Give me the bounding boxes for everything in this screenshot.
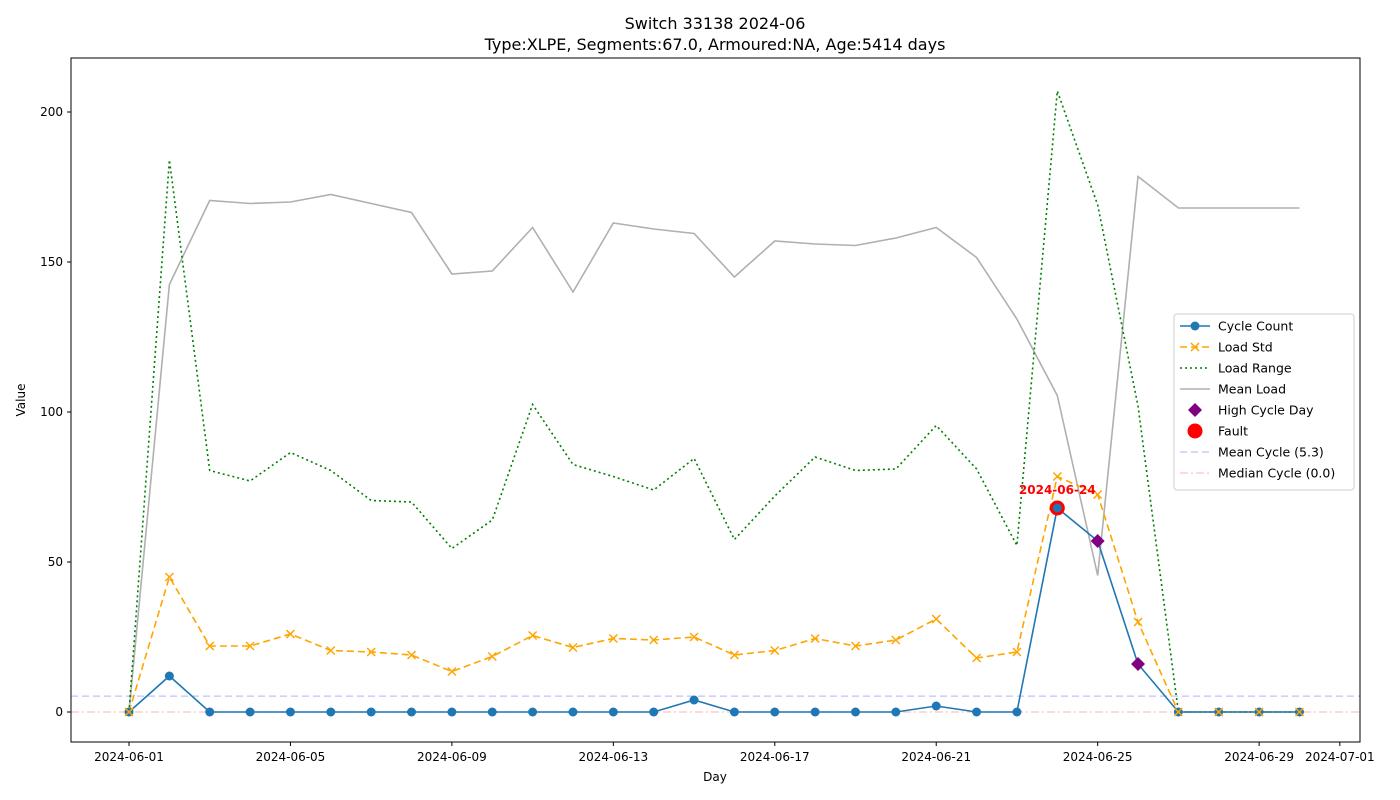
series-0-point-14 — [689, 695, 699, 705]
legend-entry-2: Load Range — [1180, 361, 1292, 376]
y-tick-label-0: 0 — [55, 705, 63, 719]
series-0-point-19 — [891, 707, 901, 717]
x-tick-label-2: 2024-06-09 — [417, 750, 487, 764]
series-line-0 — [128, 506, 1300, 713]
series-0-point-11 — [568, 707, 578, 717]
x-axis-label: Day — [703, 770, 727, 784]
series-0-point-1 — [164, 671, 174, 681]
high-cycle-marker-0 — [1090, 534, 1105, 548]
x-tick-label-5: 2024-06-21 — [901, 750, 971, 764]
series-line-1 — [128, 475, 1300, 713]
series-0-point-9 — [487, 707, 497, 717]
fault-overlay-point-0 — [1052, 503, 1062, 513]
legend-label-0: Cycle Count — [1218, 319, 1293, 334]
series-0-point-21 — [972, 707, 982, 717]
series-1-point-5 — [326, 645, 336, 656]
axes: 0 50 100 150 200 2024-06-01 2024-06-05 2024-06-… — [40, 105, 1375, 764]
chart-title: Switch 33138 2024-06 — [625, 14, 806, 33]
series-0-point-7 — [407, 707, 417, 717]
series-1-point-15 — [729, 650, 739, 660]
legend-label-2: Load Range — [1218, 361, 1292, 376]
x-tick-label-0: 2024-06-01 — [94, 750, 164, 764]
legend-label-4: High Cycle Day — [1218, 403, 1314, 418]
series-0-point-18 — [850, 707, 860, 717]
chart-subtitle: Type:XLPE, Segments:67.0, Armoured:NA, A… — [484, 35, 946, 54]
x-tick-label-6: 2024-06-25 — [1063, 750, 1133, 764]
x-tick-label-3: 2024-06-13 — [578, 750, 648, 764]
series-1-point-20 — [931, 614, 941, 624]
x-tick-label-4: 2024-06-17 — [740, 750, 810, 764]
legend-label-1: Load Std — [1218, 340, 1273, 355]
series-1-point-1 — [164, 572, 174, 582]
series-1-point-2 — [205, 641, 215, 651]
legend-box — [1173, 313, 1355, 491]
series-0-point-10 — [528, 707, 538, 717]
legend-entry-0: Cycle Count — [1180, 319, 1293, 334]
series-1-point-18 — [850, 641, 861, 651]
series-0-point-16 — [770, 707, 780, 717]
x-tick-label-8: 2024-07-01 — [1305, 750, 1375, 764]
series-1-point-17 — [810, 633, 820, 644]
x-tick-label-1: 2024-06-05 — [256, 750, 326, 764]
series-0-point-8 — [447, 707, 457, 717]
high-cycle-marker-1 — [1131, 657, 1146, 671]
series-0-point-5 — [326, 707, 336, 717]
y-tick-label-1: 50 — [48, 555, 63, 569]
fault-label-0: 2024-06-24 — [1019, 483, 1096, 497]
series-1-point-25 — [1133, 617, 1143, 627]
series-1-point-8 — [447, 666, 457, 677]
series-1-point-26 — [1173, 707, 1183, 717]
legend-label-5: Fault — [1218, 424, 1248, 439]
series-0-point-2 — [205, 707, 215, 717]
series-0-point-4 — [285, 707, 295, 717]
series-1-point-23 — [1052, 471, 1062, 482]
series-1-point-4 — [285, 629, 295, 639]
legend: Cycle Count Load Std Load Range Mean Load Hi… — [1173, 313, 1355, 491]
series-1-point-13 — [649, 635, 659, 645]
series-1-point-28 — [1254, 707, 1264, 717]
y-tick-label-3: 150 — [40, 255, 63, 269]
series-1-point-10 — [528, 630, 538, 641]
legend-label-3: Mean Load — [1218, 382, 1286, 397]
plot-frame — [70, 57, 1361, 743]
series-1-point-21 — [972, 653, 982, 663]
x-tick-label-7: 2024-06-29 — [1224, 750, 1294, 764]
plot-area: 2024-06-24 — [71, 90, 1360, 717]
y-tick-label-4: 200 — [40, 105, 63, 119]
series-1-point-12 — [608, 633, 618, 644]
legend-entry-3: Mean Load — [1180, 382, 1286, 397]
series-0-point-22 — [1012, 707, 1022, 717]
legend-label-6: Mean Cycle (5.3) — [1218, 445, 1324, 460]
series-1-point-22 — [1012, 647, 1022, 657]
series-0-point-13 — [649, 707, 659, 717]
series-1-point-19 — [891, 635, 901, 645]
series-1-point-11 — [568, 642, 578, 653]
series-0-point-15 — [729, 707, 739, 717]
series-0-point-17 — [810, 707, 820, 717]
legend-label-7: Median Cycle (0.0) — [1218, 466, 1335, 481]
legend-entry-1: Load Std — [1180, 340, 1273, 355]
series-1-point-16 — [770, 645, 780, 656]
series-1-point-27 — [1214, 707, 1224, 717]
series-1-point-3 — [245, 641, 255, 651]
y-axis-label: Value — [14, 384, 28, 417]
legend-entry-4: High Cycle Day — [1188, 403, 1314, 418]
series-line-3 — [128, 174, 1300, 713]
y-tick-label-2: 100 — [40, 405, 63, 419]
series-0-point-3 — [245, 707, 255, 717]
legend-entry-7: Median Cycle (0.0) — [1180, 466, 1335, 481]
series-1-point-24 — [1093, 489, 1103, 500]
series-1-point-29 — [1294, 707, 1304, 717]
series-1-point-14 — [689, 632, 699, 642]
legend-entry-6: Mean Cycle (5.3) — [1180, 445, 1324, 460]
series-0-point-20 — [931, 701, 941, 711]
series-0-point-12 — [608, 707, 618, 717]
series-1-point-6 — [366, 647, 376, 657]
series-1-point-0 — [124, 707, 134, 717]
series-0-point-6 — [366, 707, 376, 717]
series-1-point-7 — [407, 650, 417, 660]
legend-entry-5: Fault — [1187, 423, 1248, 439]
series-1-point-9 — [487, 651, 497, 662]
